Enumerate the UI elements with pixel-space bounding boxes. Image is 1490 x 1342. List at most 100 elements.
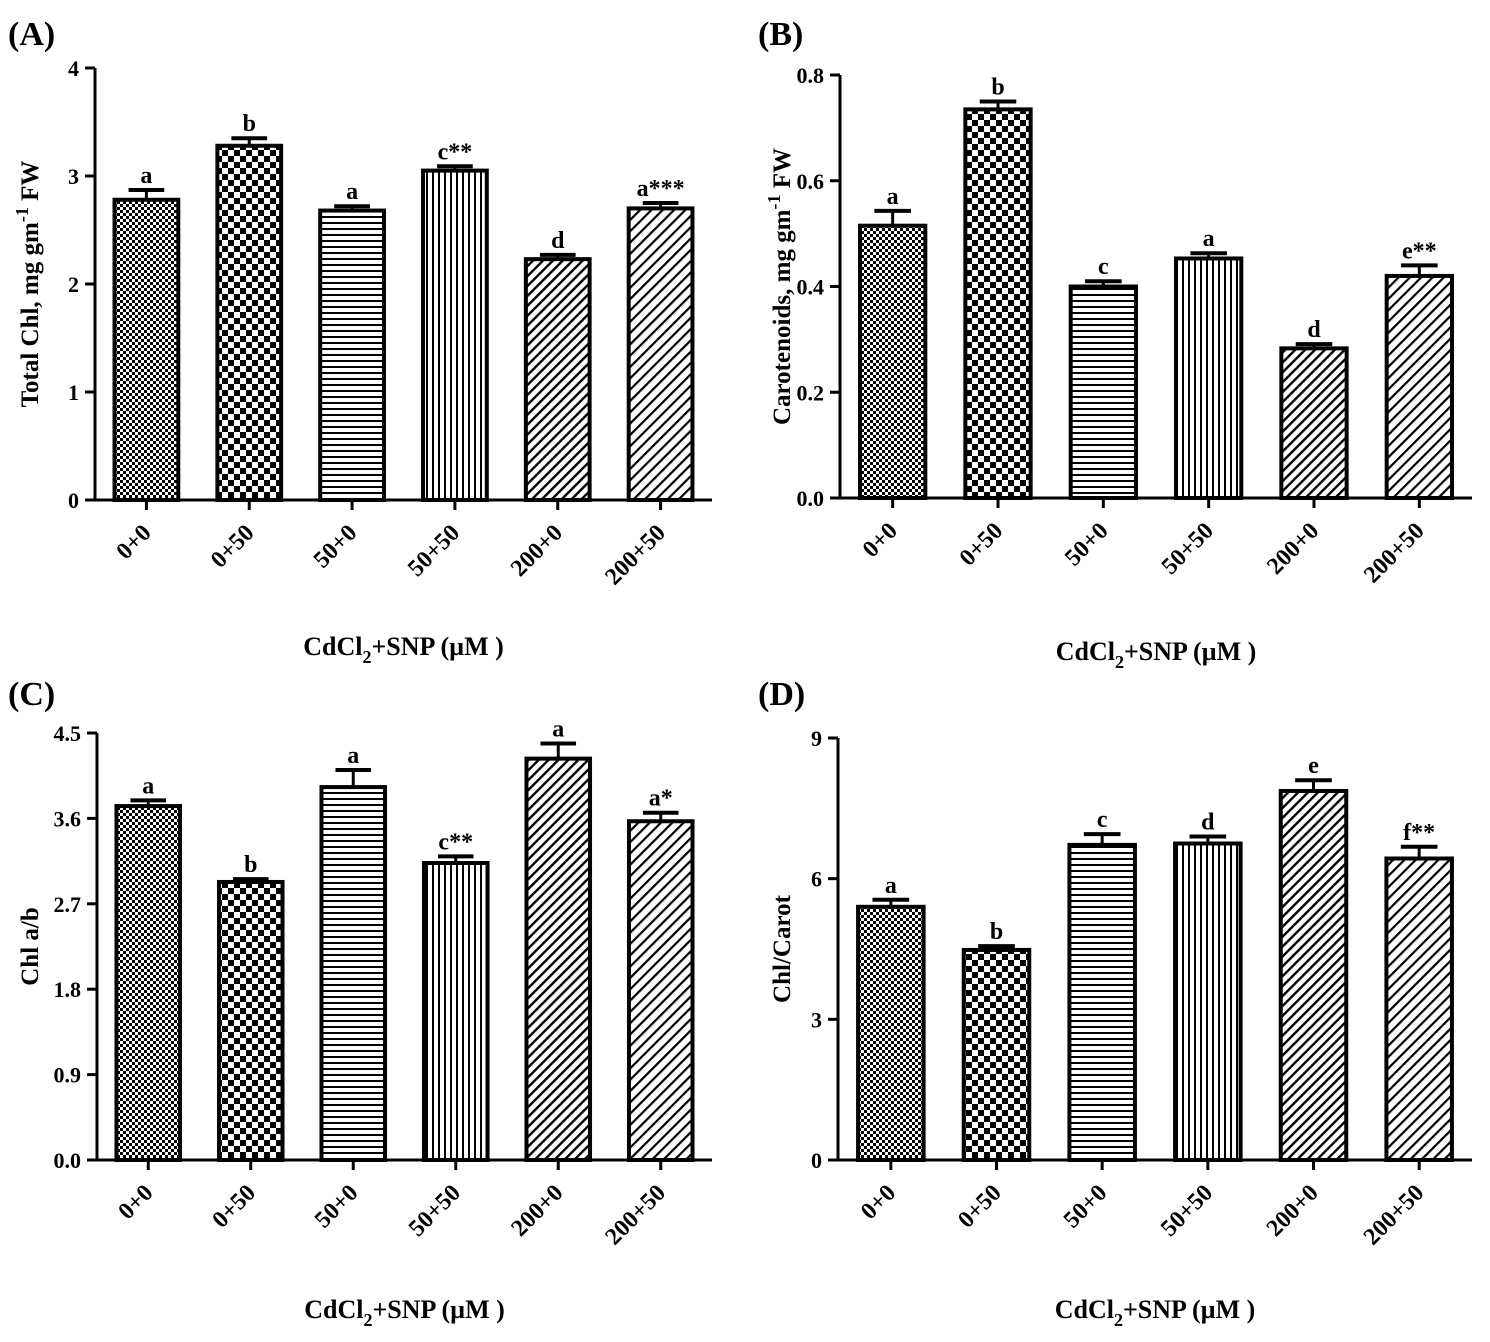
bar (524, 756, 593, 1162)
y-axis-label: Chl a/b (17, 907, 44, 986)
bar (421, 860, 490, 1163)
x-tick-label: 200+50 (601, 1180, 671, 1250)
y-axis-label: Total Chl, mg gm-1 FW (12, 161, 44, 408)
y-tick-label: 0.4 (797, 275, 825, 300)
significance-label: a*** (637, 176, 685, 202)
panel-label: (B) (758, 16, 803, 53)
significance-label: b (243, 111, 256, 137)
bar (112, 197, 181, 502)
bar (318, 208, 386, 502)
y-tick-label: 9 (811, 726, 822, 751)
x-tick-label: 50+0 (309, 520, 363, 574)
significance-label: a (140, 163, 152, 189)
x-axis-label: CdCl2+SNP (µM ) (304, 1295, 505, 1330)
x-tick-label: 0+0 (112, 520, 157, 565)
bar (858, 223, 928, 500)
bar (319, 785, 388, 1162)
y-tick-label: 3 (68, 164, 79, 189)
significance-label: c (1097, 807, 1108, 833)
x-tick-label: 200+0 (1262, 1180, 1324, 1242)
bar (215, 143, 284, 502)
bar (961, 947, 1032, 1163)
y-tick-label: 0.0 (797, 486, 825, 511)
x-tick-label: 50+50 (403, 520, 465, 582)
y-tick-label: 2 (68, 272, 79, 297)
significance-label: a (552, 716, 564, 742)
y-tick-label: 3 (811, 1007, 822, 1032)
significance-label: d (1201, 809, 1215, 835)
bar (626, 206, 695, 502)
significance-label: c (1098, 254, 1109, 280)
significance-label: e** (1402, 238, 1437, 264)
x-tick-label: 0+50 (953, 1180, 1007, 1234)
x-tick-label: 50+0 (1059, 1180, 1113, 1234)
x-tick-label: 0+50 (955, 518, 1009, 572)
panel-label: (A) (8, 16, 55, 53)
y-tick-label: 3.6 (54, 806, 82, 831)
x-tick-label: 200+0 (506, 520, 568, 582)
x-tick-label: 200+0 (506, 1180, 568, 1242)
y-tick-label: 0.0 (54, 1148, 82, 1173)
x-axis-label: CdCl2+SNP (µM ) (1055, 1295, 1256, 1330)
x-tick-label: 200+0 (1262, 518, 1324, 580)
y-tick-label: 0.6 (797, 169, 825, 194)
significance-label: a* (649, 786, 673, 812)
bar (1067, 842, 1137, 1162)
y-tick-label: 4 (68, 56, 79, 81)
x-tick-label: 0+0 (856, 1180, 901, 1225)
y-tick-label: 4.5 (54, 721, 82, 746)
bar (216, 879, 285, 1163)
chart-panel-4: (D) 0 3 6 9 a 0+0 b 0+50 c 50+0 d 50+50 e 200+0 f** 200+… (758, 676, 1472, 1330)
bar (1384, 273, 1454, 500)
panel-label: (D) (758, 676, 805, 713)
significance-label: e (1308, 753, 1319, 779)
significance-label: c** (438, 829, 473, 855)
x-tick-label: 0+50 (206, 520, 260, 574)
chart-panel-1: (A) 0 1 2 3 4 a 0+0 b 0+50 a 50+0 c** 50+50 d 200+0 a***… (8, 16, 712, 667)
x-tick-label: 50+50 (1156, 1180, 1218, 1242)
x-tick-label: 50+0 (310, 1180, 364, 1234)
y-tick-label: 0.9 (54, 1063, 82, 1088)
bar (1279, 346, 1349, 500)
significance-label: a (347, 743, 359, 769)
significance-label: a (885, 873, 897, 899)
x-tick-label: 200+50 (1359, 518, 1429, 588)
bar (1068, 284, 1138, 500)
y-tick-label: 1.8 (54, 977, 82, 1002)
y-tick-label: 6 (811, 867, 822, 892)
significance-label: b (990, 919, 1003, 945)
bar (856, 904, 926, 1162)
significance-label: a (346, 179, 358, 205)
x-tick-label: 200+50 (1359, 1180, 1429, 1250)
panel-label: (C) (8, 676, 55, 713)
x-tick-label: 50+50 (404, 1180, 466, 1242)
y-tick-label: 1 (68, 380, 79, 405)
y-tick-label: 0 (68, 488, 79, 513)
significance-label: d (551, 228, 565, 254)
y-tick-label: 2.7 (54, 892, 82, 917)
y-axis-label: Chl/Carot (769, 894, 796, 1003)
x-tick-label: 0+0 (113, 1180, 158, 1225)
significance-label: a (887, 184, 899, 210)
chart-panel-3: (C) 0.0 0.9 1.8 2.7 3.6 4.5 a 0+0 b 0+50 a 50+0 c** 50… (8, 676, 712, 1330)
x-tick-label: 200+50 (600, 520, 670, 590)
bar (523, 257, 592, 502)
x-axis-label: CdCl2+SNP (µM ) (1056, 637, 1257, 672)
significance-label: b (991, 74, 1004, 100)
bar (1278, 788, 1349, 1162)
x-tick-label: 50+50 (1157, 518, 1219, 580)
significance-label: c** (438, 139, 473, 165)
chart-panel-2: (B) 0.0 0.2 0.4 0.6 0.8 a 0+0 b 0+50 c 50+0 a 50+50 d 2… (758, 16, 1472, 672)
y-tick-label: 0.8 (797, 63, 825, 88)
significance-label: a (142, 773, 154, 799)
significance-label: d (1307, 317, 1321, 343)
bar (1384, 856, 1454, 1162)
bar (1174, 256, 1244, 500)
y-axis-label: Carotenoids, mg gm-1 FW (764, 148, 796, 425)
bar (963, 107, 1033, 501)
x-tick-label: 50+0 (1060, 518, 1114, 572)
bar (421, 168, 489, 502)
significance-label: f** (1403, 820, 1435, 846)
x-tick-label: 0+50 (207, 1180, 261, 1234)
